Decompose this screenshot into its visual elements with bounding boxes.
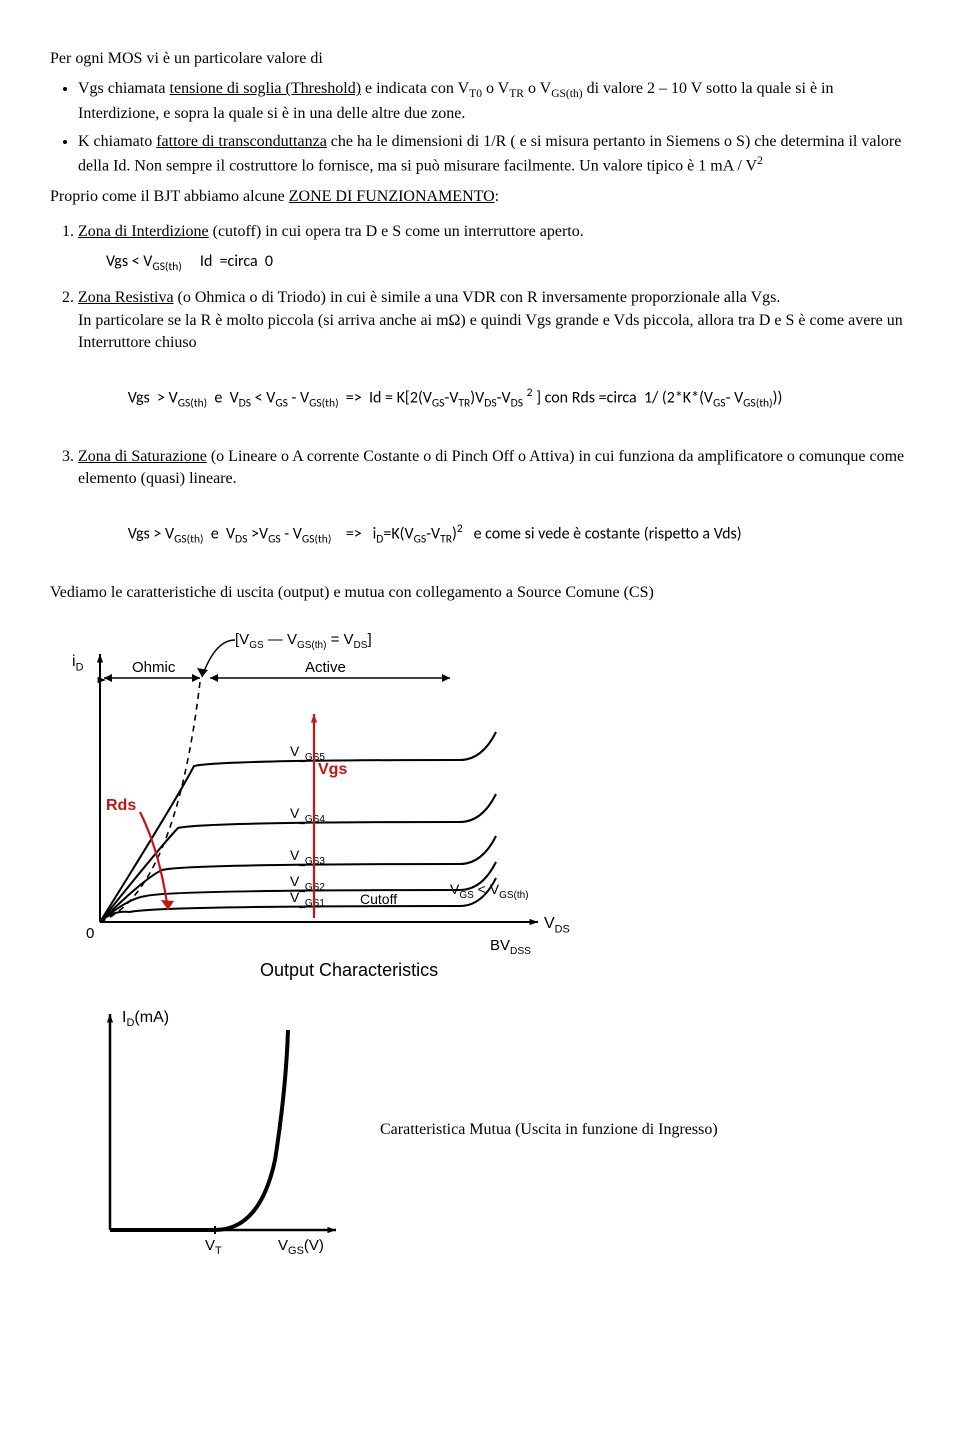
- svg-text:Active: Active: [305, 659, 346, 676]
- output-characteristics-chart: 0 iD VDS BVDSS [VGS — VGS(th) = VDS] Ohmic Ac…: [50, 622, 910, 999]
- threshold-underline: tensione di soglia (Threshold): [170, 80, 362, 97]
- mutual-characteristic-chart: ID(mA) VT VGS(V): [50, 1000, 350, 1260]
- svg-text:BVDSS: BVDSS: [490, 937, 531, 957]
- svg-text:V_GS5: V_GS5: [290, 743, 325, 763]
- zones-list: Zona di Interdizione (cutoff) in cui ope…: [78, 221, 910, 570]
- svg-text:ID(mA): ID(mA): [122, 1009, 169, 1029]
- zone1-formula: Vgs < VGS(th) Id =circa 0: [106, 251, 910, 275]
- svg-text:iD: iD: [72, 653, 84, 673]
- svg-text:VGS < VGS(th): VGS < VGS(th): [450, 881, 529, 901]
- zone-resistive: Zona Resistiva (o Ohmica o di Triodo) in…: [78, 287, 910, 434]
- zone-saturation: Zona di Saturazione (o Lineare o A corre…: [78, 446, 910, 570]
- svg-text:Rds: Rds: [106, 797, 136, 814]
- zone3-formula: Vgs > VGS(th) e VDS >VGS - VGS(th) => iD…: [106, 499, 910, 570]
- bullet-vgs: Vgs chiamata tensione di soglia (Thresho…: [78, 78, 910, 125]
- svg-text:0: 0: [86, 925, 94, 942]
- mutual-caption: Caratteristica Mutua (Uscita in funzione…: [350, 1119, 910, 1141]
- svg-text:[VGS — VGS(th) = VDS]: [VGS — VGS(th) = VDS]: [235, 631, 372, 651]
- mutual-characteristic-row: ID(mA) VT VGS(V) Caratteristica Mutua (Usc…: [50, 1000, 910, 1260]
- svg-text:Output Characteristics: Output Characteristics: [260, 960, 438, 980]
- zones-intro: Proprio come il BJT abbiamo alcune ZONE …: [50, 186, 910, 208]
- svg-text:VT: VT: [205, 1237, 222, 1257]
- bullet-k: K chiamato fattore di transconduttanza c…: [78, 131, 910, 178]
- svg-text:Vgs: Vgs: [318, 761, 347, 778]
- bullets: Vgs chiamata tensione di soglia (Thresho…: [78, 78, 910, 178]
- transconductance-underline: fattore di transconduttanza: [156, 133, 327, 150]
- intro-line: Per ogni MOS vi è un particolare valore …: [50, 48, 910, 70]
- zone-interdiction: Zona di Interdizione (cutoff) in cui ope…: [78, 221, 910, 276]
- outro: Vediamo le caratteristiche di uscita (ou…: [50, 582, 910, 604]
- svg-text:VGS(V): VGS(V): [278, 1237, 324, 1257]
- svg-text:VDS: VDS: [544, 915, 570, 935]
- svg-text:Cutoff: Cutoff: [360, 891, 397, 907]
- svg-text:Ohmic: Ohmic: [132, 659, 176, 676]
- zone2-formula: Vgs > VGS(th) e VDS < VGS - VGS(th) => I…: [106, 362, 910, 433]
